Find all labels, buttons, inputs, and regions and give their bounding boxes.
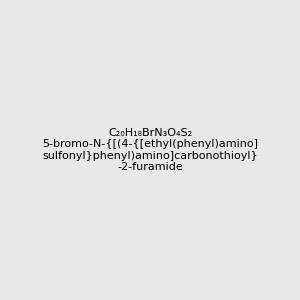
Text: C₂₀H₁₈BrN₃O₄S₂
5-bromo-N-{[(4-{[ethyl(phenyl)amino]
sulfonyl}phenyl)amino]carbon: C₂₀H₁₈BrN₃O₄S₂ 5-bromo-N-{[(4-{[ethyl(ph… bbox=[42, 128, 258, 172]
